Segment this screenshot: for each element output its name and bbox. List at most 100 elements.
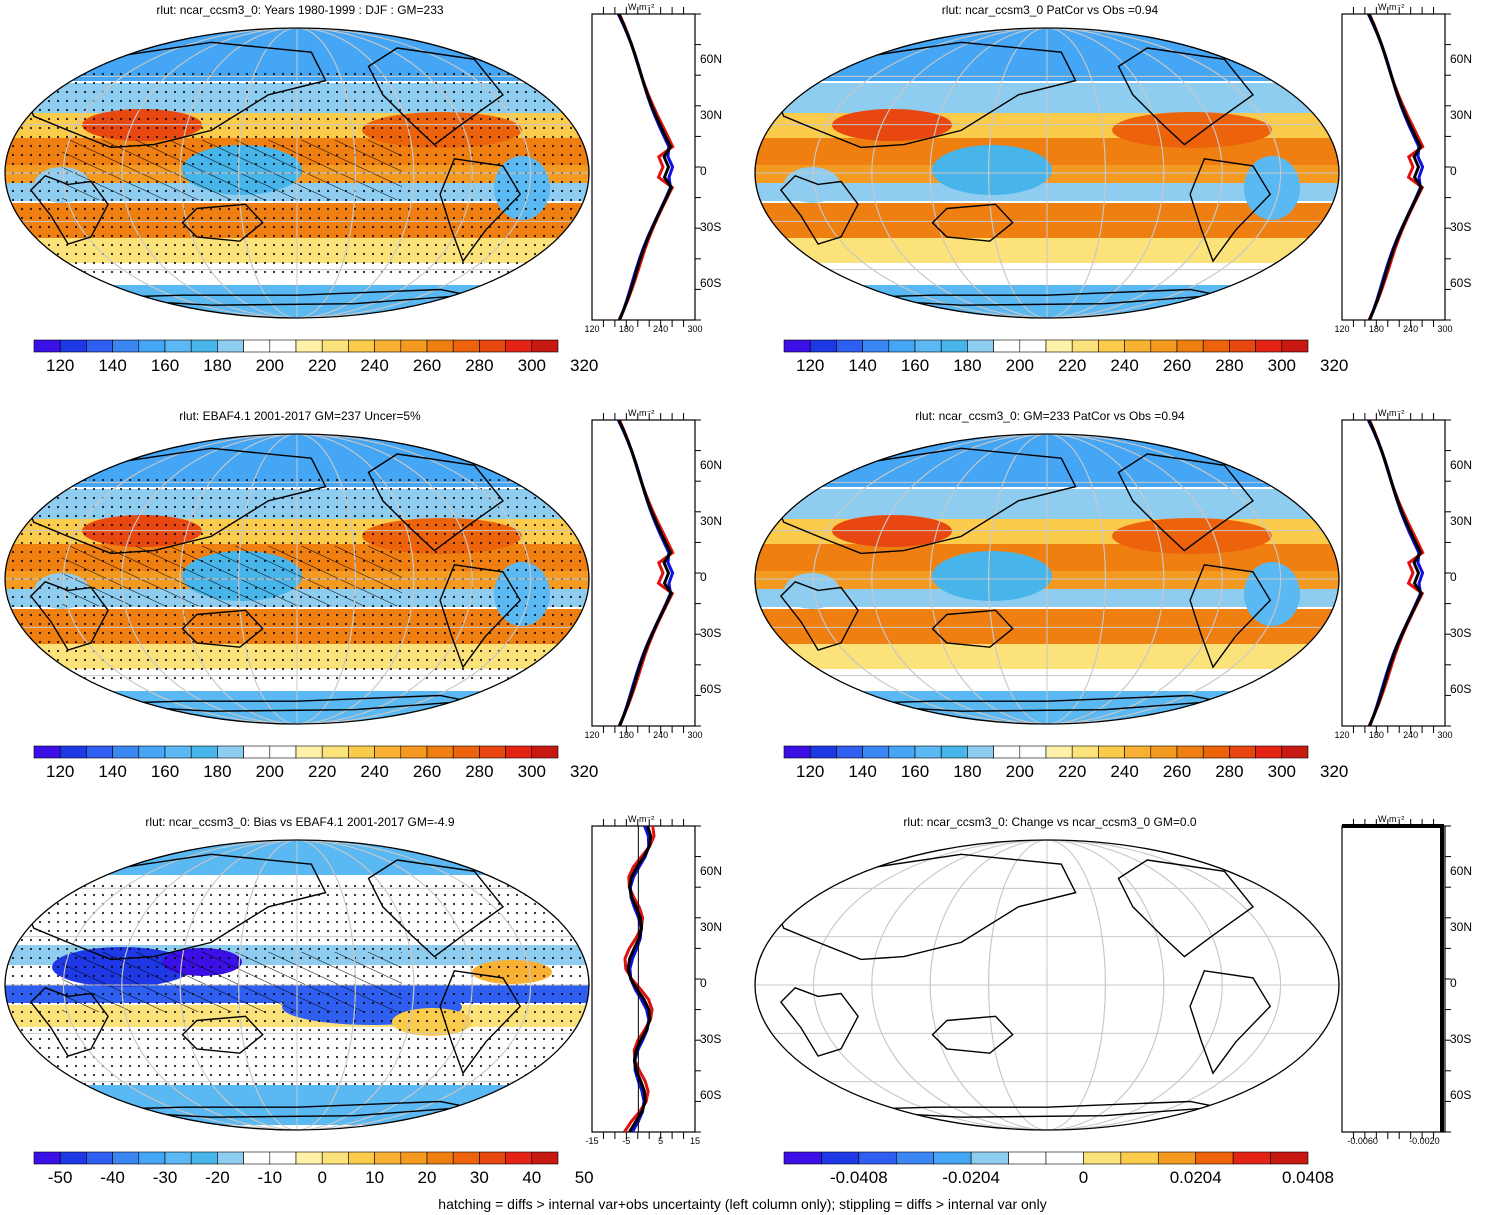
colorbar-label: 300 [517,762,546,781]
map-blob [1112,518,1272,554]
profile-unit-label: W m⁻² [1378,2,1405,12]
coastline [1117,453,1255,552]
colorbar-segment [1176,745,1204,759]
colorbar-segment [86,1151,113,1165]
colorbar-segment [993,339,1021,353]
profile-lat-label: 60S [1450,681,1472,696]
colorbar-segment [295,339,323,353]
coastline [774,853,1077,961]
profile-lat-label: 0 [700,975,707,990]
colorbar-segment [1124,745,1152,759]
coastline [779,580,859,651]
profile-lat-label: 60N [700,51,723,66]
zonal-mean-profile [591,413,701,733]
map-border [754,27,1340,319]
colorbar-segment [321,745,349,759]
colorbar-segment [1157,1151,1197,1165]
longitude-line [179,840,415,1130]
profile-lat-label: 30S [700,219,722,234]
coastline [832,694,1219,712]
profile-lat-label: 30S [700,1031,722,1046]
profile-lat-label: 30S [1450,625,1472,640]
colorbar-segment [940,339,968,353]
colorbar-segment [243,1151,271,1165]
coastline [367,453,505,552]
colorbar-label: -0.0408 [830,1168,888,1187]
profile-x-label: 300 [1437,324,1453,334]
colorbar-label: 240 [1110,356,1139,375]
longitude-line [62,28,532,318]
profile-lat-label: 60N [1450,863,1473,878]
colorbar-label: 280 [465,762,494,781]
profile-x-label: 300 [1437,730,1453,740]
profile-unit-label: W m⁻² [628,2,655,12]
map-border [754,433,1340,725]
colorbar-label: 180 [203,762,232,781]
colorbar-segment [217,745,244,759]
colorbar-segment [505,339,533,353]
colorbar-segment [348,745,375,759]
colorbar-segment [1045,339,1073,353]
colorbar-segment [348,339,375,353]
zonal-mean-profile [591,819,701,1139]
colorbar-segment [400,1151,428,1165]
colorbar-segment [217,1151,244,1165]
colorbar-label: -50 [47,1168,73,1187]
colorbar-label: 280 [1215,356,1244,375]
colorbar-label: 160 [900,762,930,781]
colorbar-segment [1083,1151,1122,1165]
profile-lat-label: 30N [700,107,723,122]
profile-lat-label: 30S [1450,219,1472,234]
colorbar [33,745,559,759]
profile-line-model [1367,13,1425,321]
longitude-line [812,840,1282,1130]
profile-lat-label: 0 [1450,975,1457,990]
profile-lat-label: 30S [700,625,722,640]
coastline [24,447,327,555]
coastline [1189,970,1272,1075]
colorbar-segment [1176,339,1204,353]
profile-x-label: 15 [689,1136,700,1146]
profile-x-label: 240 [653,730,669,740]
profile-lat-label: 60N [700,863,723,878]
colorbar-segment [33,1151,61,1165]
colorbar-segment [531,1151,559,1165]
colorbar-segment [1281,339,1309,353]
colorbar-segment [479,339,506,353]
colorbar-segment [243,745,271,759]
colorbar-label: 0.0408 [1282,1168,1334,1187]
panel-title: rlut: ncar_ccsm3_0 PatCor vs Obs =0.94 [941,3,1159,17]
colorbar-label: 140 [848,356,877,375]
profile-x-label: 180 [1368,324,1384,334]
map-border [754,839,1340,1131]
colorbar-segment [531,745,559,759]
colorbar-segment [1019,745,1047,759]
colorbar-label: 300 [1267,356,1296,375]
panel-title: rlut: ncar_ccsm3_0: Years 1980-1999 : DJ… [156,3,444,17]
colorbar-segment [809,745,837,759]
colorbar-label: 120 [796,356,825,375]
colorbar-segment [295,745,323,759]
colorbar-segment [531,339,559,353]
profile-line-mean [1367,13,1424,321]
coastline [181,1015,264,1054]
colorbar-segment [321,1151,349,1165]
colorbar-segment [888,339,916,353]
coastline [367,859,505,958]
zonal-mean-profile [1341,819,1451,1139]
map-border [4,27,590,319]
profile-lat-label: 60N [1450,51,1473,66]
map-blob [784,573,840,609]
colorbar-segment [967,339,994,353]
map-blob [932,551,1052,601]
longitude-line [871,434,1223,724]
colorbar-segment [452,1151,480,1165]
coastline [1117,859,1255,958]
coastline [29,986,109,1057]
profile-line-model [1367,419,1425,727]
colorbar-label: 160 [900,356,930,375]
colorbar-segment [940,745,968,759]
hatching [62,140,402,200]
colorbar-segment [190,1151,218,1165]
colorbar-label: 200 [1005,762,1034,781]
